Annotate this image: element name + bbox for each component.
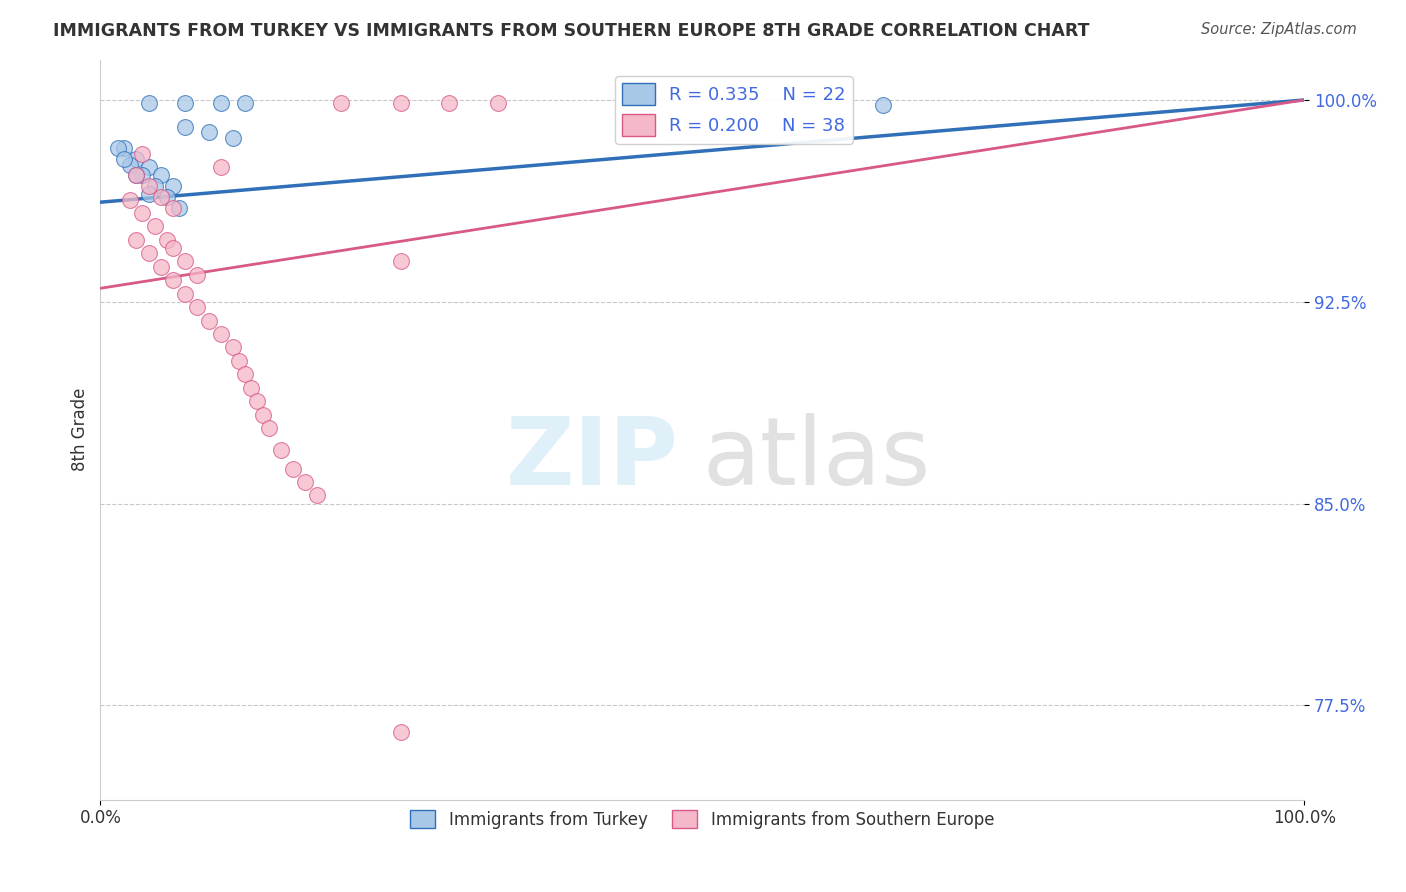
Point: [173, 120, 195, 134]
Point: [197, 313, 219, 327]
Text: atlas: atlas: [702, 413, 931, 505]
Point: [389, 95, 412, 110]
Point: [162, 201, 184, 215]
Point: [186, 268, 208, 282]
Point: [120, 193, 142, 207]
Text: Source: ZipAtlas.com: Source: ZipAtlas.com: [1201, 22, 1357, 37]
Point: [125, 152, 148, 166]
Point: [125, 169, 148, 183]
Legend: Immigrants from Turkey, Immigrants from Southern Europe: Immigrants from Turkey, Immigrants from …: [404, 804, 1001, 836]
Point: [486, 95, 509, 110]
Point: [330, 95, 353, 110]
Point: [872, 98, 894, 112]
Point: [186, 300, 208, 314]
Point: [143, 219, 166, 234]
Point: [209, 160, 232, 174]
Point: [138, 246, 160, 260]
Point: [252, 408, 274, 422]
Point: [155, 190, 177, 204]
Text: ZIP: ZIP: [505, 413, 678, 505]
Point: [439, 95, 461, 110]
Point: [257, 421, 280, 435]
Point: [305, 488, 328, 502]
Point: [112, 152, 135, 166]
Text: IMMIGRANTS FROM TURKEY VS IMMIGRANTS FROM SOUTHERN EUROPE 8TH GRADE CORRELATION : IMMIGRANTS FROM TURKEY VS IMMIGRANTS FRO…: [53, 22, 1090, 40]
Point: [167, 201, 190, 215]
Point: [246, 394, 269, 409]
Y-axis label: 8th Grade: 8th Grade: [72, 388, 89, 471]
Point: [209, 95, 232, 110]
Point: [228, 354, 250, 368]
Point: [222, 130, 245, 145]
Point: [138, 179, 160, 194]
Point: [162, 241, 184, 255]
Point: [143, 179, 166, 194]
Point: [270, 442, 292, 457]
Point: [239, 381, 262, 395]
Point: [107, 141, 129, 155]
Point: [233, 95, 256, 110]
Point: [131, 206, 153, 220]
Point: [120, 157, 142, 171]
Point: [197, 125, 219, 139]
Point: [149, 169, 172, 183]
Point: [125, 169, 148, 183]
Point: [209, 326, 232, 341]
Point: [173, 254, 195, 268]
Point: [112, 141, 135, 155]
Point: [138, 160, 160, 174]
Point: [131, 146, 153, 161]
Point: [389, 254, 412, 268]
Point: [162, 273, 184, 287]
Point: [149, 260, 172, 274]
Point: [222, 341, 245, 355]
Point: [281, 461, 304, 475]
Point: [125, 233, 148, 247]
Point: [389, 725, 412, 739]
Point: [155, 233, 177, 247]
Point: [233, 368, 256, 382]
Point: [149, 190, 172, 204]
Point: [131, 169, 153, 183]
Point: [138, 187, 160, 202]
Point: [173, 286, 195, 301]
Point: [162, 179, 184, 194]
Point: [294, 475, 316, 489]
Point: [138, 95, 160, 110]
Point: [173, 95, 195, 110]
